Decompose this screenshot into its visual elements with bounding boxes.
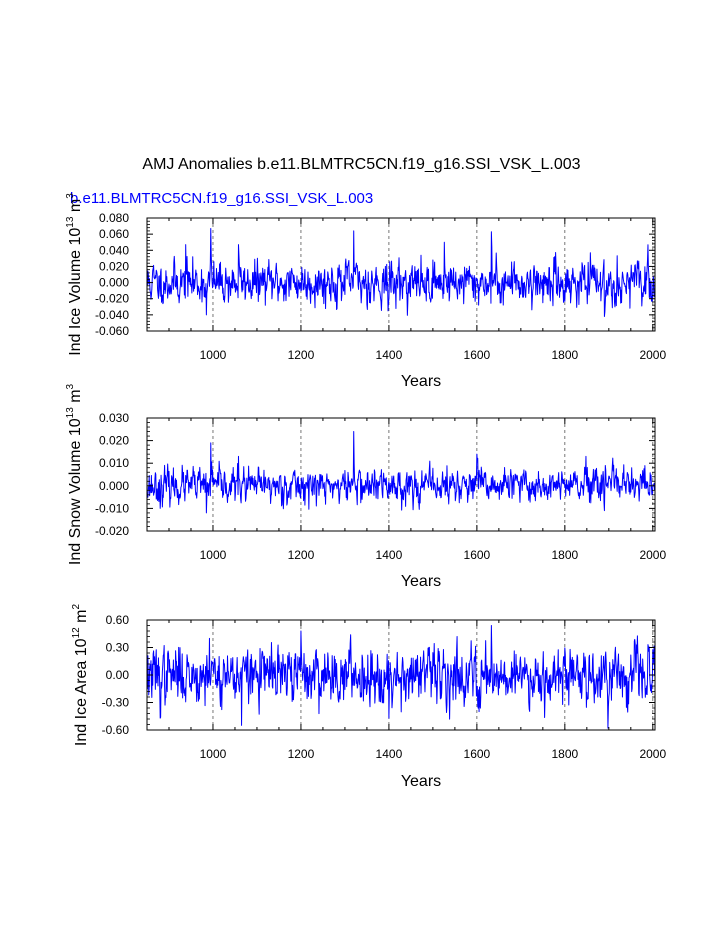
panel-ice-area: 1000 1200 1400 1600 1800 2000 -0.60 -0.30 0.00 0.…: [71, 604, 666, 790]
x-tick-label: 1800: [551, 747, 578, 761]
y-tick-label: 0.030: [99, 411, 129, 425]
y-axis-label: Ind Snow Volume 1013 m3: [65, 383, 84, 565]
chart-title: AMJ Anomalies b.e11.BLMTRC5CN.f19_g16.SS…: [142, 156, 581, 173]
x-tick-label: 1200: [288, 747, 315, 761]
y-axis-label-unit-exp: 3: [65, 193, 76, 199]
panel-snow-volume: 1000 1200 1400 1600 1800 2000 -0.020 -0.010 0.00…: [65, 383, 666, 590]
chart-subtitle: b.e11.BLMTRC5CN.f19_g16.SSI_VSK_L.003: [70, 190, 374, 207]
y-tick-label: 0.30: [106, 641, 130, 655]
x-tick-label: 1400: [376, 348, 403, 362]
x-tick-label: 1800: [551, 548, 578, 562]
y-axis-label-unit: m: [67, 389, 84, 407]
x-tick-label: 2000: [639, 348, 666, 362]
x-tick-label: 1600: [464, 747, 491, 761]
x-tick-label: 1000: [200, 747, 227, 761]
y-axis-label-base: Ind Ice Area 10: [73, 638, 90, 746]
y-tick-label: 0.010: [99, 456, 129, 470]
y-tick-label: -0.020: [95, 292, 129, 306]
y-axis-label: Ind Ice Area 1012 m2: [71, 604, 90, 747]
y-tick-label: 0.000: [99, 479, 129, 493]
y-axis-label-unit: m: [73, 610, 90, 628]
x-axis-label: Years: [401, 573, 441, 590]
y-tick-label: 0.020: [99, 434, 129, 448]
x-tick-label: 1600: [464, 348, 491, 362]
x-tick-label: 1800: [551, 348, 578, 362]
y-tick-label: 0.060: [99, 227, 129, 241]
x-tick-label: 2000: [639, 548, 666, 562]
panel-ice-volume: 1000 1200 1400 1600 1800 2000 -0.060 -0.040 -0.0…: [65, 193, 666, 390]
y-tick-label: 0.60: [106, 613, 130, 627]
x-tick-label: 1200: [288, 348, 315, 362]
x-tick-label: 1600: [464, 548, 491, 562]
y-tick-label: -0.040: [95, 308, 129, 322]
x-tick-label: 2000: [639, 747, 666, 761]
series-line: [146, 625, 656, 729]
x-tick-label: 1200: [288, 548, 315, 562]
y-tick-label: 0.020: [99, 259, 129, 273]
x-tick-label: 1000: [200, 548, 227, 562]
y-tick-label: -0.060: [95, 324, 129, 338]
plot-frame: [146, 217, 656, 332]
y-axis-label-base: Ind Ice Volume 10: [67, 228, 84, 356]
y-tick-label: 0.040: [99, 243, 129, 257]
y-axis-label-exp: 13: [65, 216, 76, 228]
y-tick-label: -0.010: [95, 501, 129, 515]
x-tick-label: 1400: [376, 747, 403, 761]
series-line: [146, 227, 656, 317]
y-axis-label-exp: 13: [65, 407, 76, 419]
series-line: [146, 431, 656, 514]
y-axis-label: Ind Ice Volume 1013 m3: [65, 193, 84, 356]
y-tick-label: -0.60: [102, 723, 130, 737]
y-tick-label: 0.000: [99, 276, 129, 290]
y-axis-label-exp: 12: [71, 627, 82, 639]
y-tick-label: 0.00: [106, 668, 130, 682]
x-axis-label: Years: [401, 373, 441, 390]
y-tick-label: -0.020: [95, 524, 129, 538]
y-tick-label: 0.080: [99, 211, 129, 225]
x-tick-label: 1000: [200, 348, 227, 362]
plot-frame: [146, 417, 656, 532]
y-axis-label-unit-exp: 3: [65, 383, 76, 389]
y-axis-label-base: Ind Snow Volume 10: [67, 418, 84, 565]
x-axis-label: Years: [401, 773, 441, 790]
y-tick-label: -0.30: [102, 696, 130, 710]
x-tick-label: 1400: [376, 548, 403, 562]
y-axis-label-unit-exp: 2: [71, 604, 82, 610]
y-axis-label-unit: m: [67, 199, 84, 217]
